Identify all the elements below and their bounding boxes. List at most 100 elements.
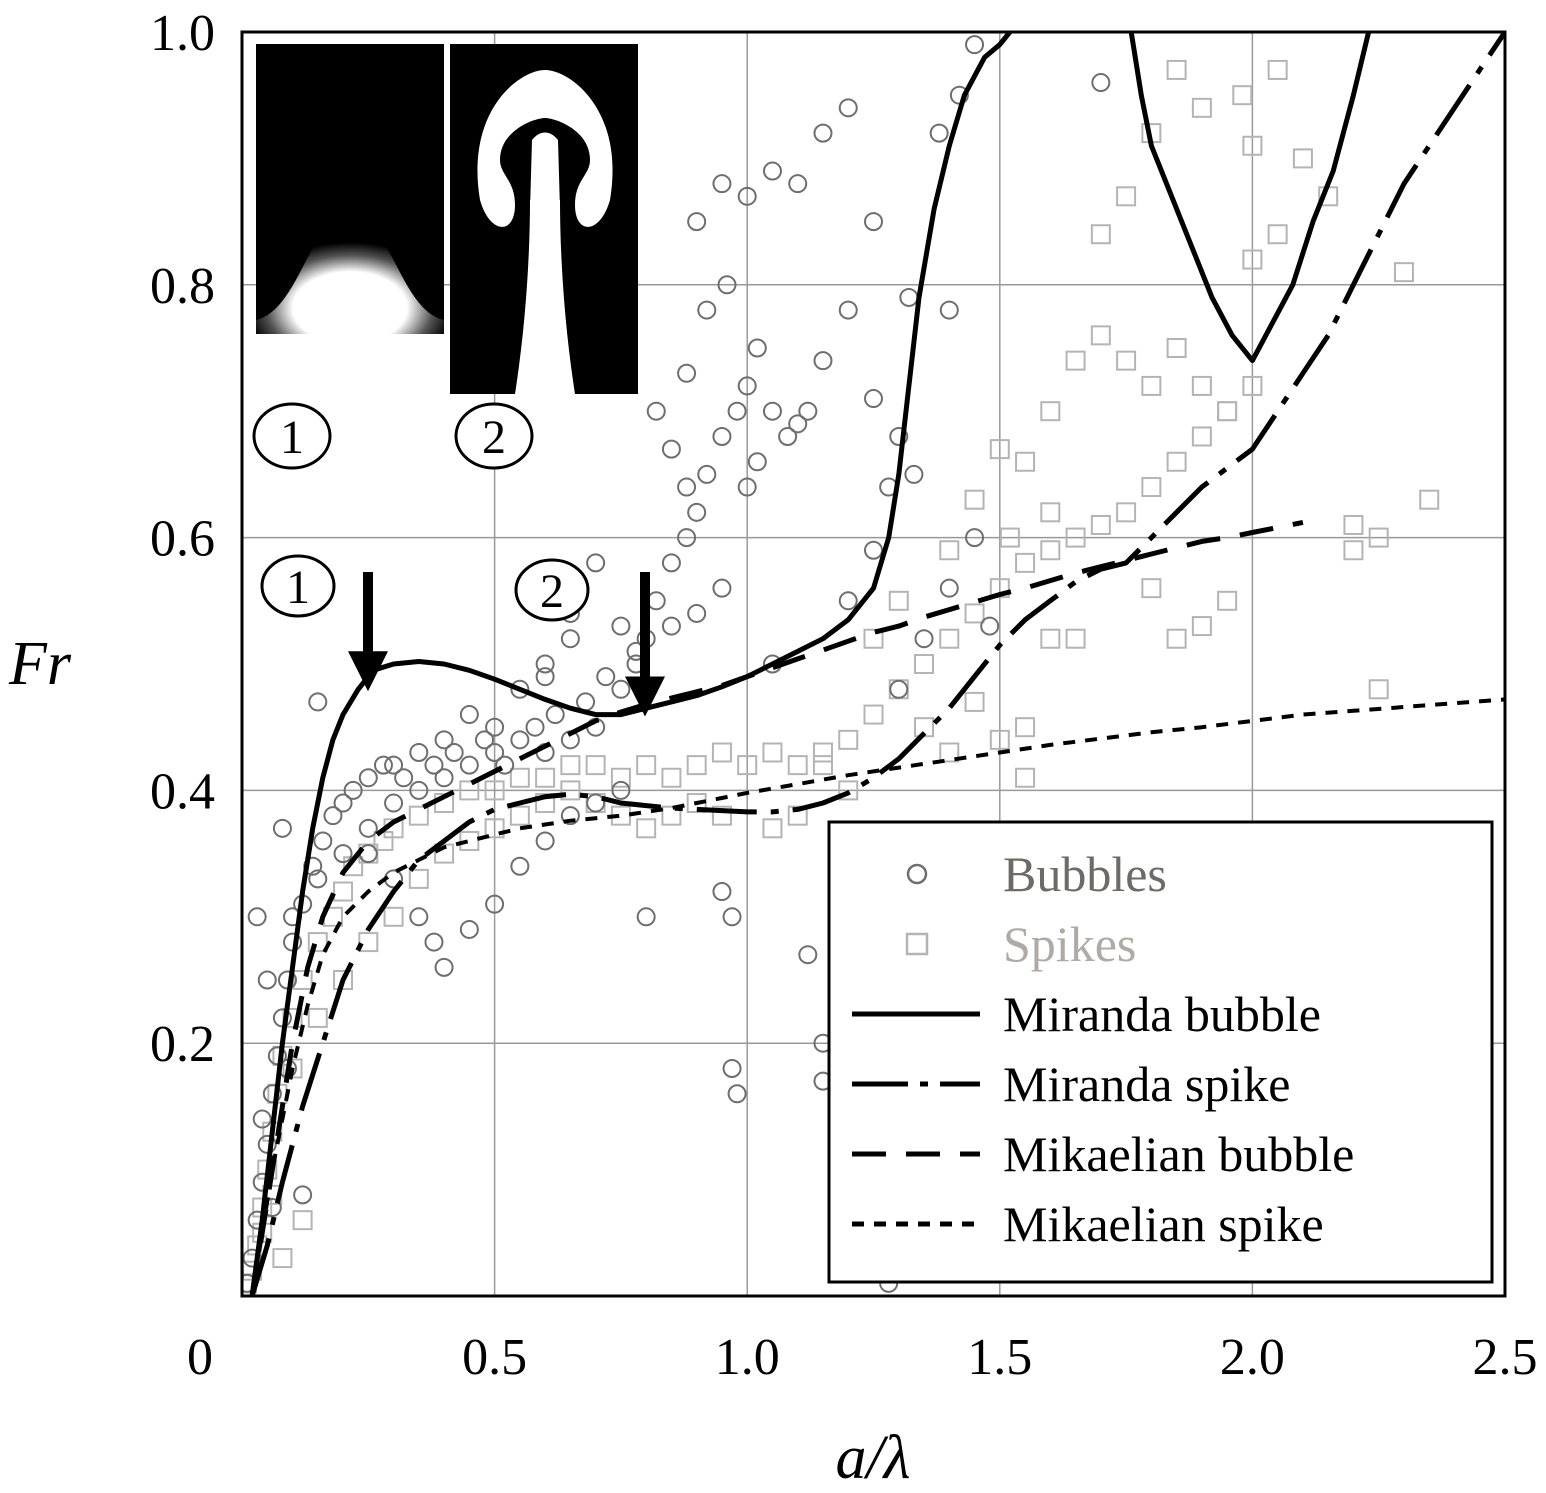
spike-point <box>1368 527 1389 548</box>
bubble-point <box>343 780 363 800</box>
bubble-point <box>576 692 596 712</box>
x-tick-label-3: 1.5 <box>967 1329 1032 1386</box>
bubble-point <box>838 591 858 611</box>
spike-point <box>1015 717 1036 738</box>
y-tick-label-4: 1.0 <box>150 5 215 62</box>
line-miranda-bubble-0 <box>249 32 1012 1296</box>
bubble-point <box>778 426 798 446</box>
bubble-point <box>510 730 530 750</box>
spike-point <box>1015 451 1036 472</box>
spike-point <box>737 755 758 776</box>
bubble-point <box>737 186 757 206</box>
spike-point <box>383 906 404 927</box>
annotation-arrow-head-1 <box>348 651 388 692</box>
spike-point <box>914 654 935 674</box>
spike-point <box>939 742 960 763</box>
spike-point <box>307 932 328 953</box>
spike-point <box>939 540 960 561</box>
bubble-point <box>661 553 681 573</box>
y-axis-label: Fr <box>8 630 72 698</box>
bubble-point <box>313 831 333 851</box>
legend-mikaelian-bubble-text: Mikaelian bubble <box>1003 1126 1354 1182</box>
spike-point <box>787 805 808 826</box>
spike-point <box>333 881 354 902</box>
spike-point <box>999 527 1020 548</box>
bubble-point <box>434 730 454 750</box>
inset-images <box>256 44 638 394</box>
bubble-point <box>687 603 707 623</box>
bubble-point <box>560 629 580 649</box>
bubble-point <box>394 768 414 788</box>
spike-point <box>560 780 581 801</box>
bubble-point <box>262 1084 282 1104</box>
spike-point <box>509 805 530 826</box>
bubble-point <box>525 717 545 737</box>
spike-point <box>1116 186 1137 207</box>
bubble-point <box>889 426 909 446</box>
bubble-point <box>485 717 505 737</box>
y-tick-label-0: 0.2 <box>150 1016 215 1073</box>
bubble-point <box>257 970 277 990</box>
legend-miranda-spike-text: Miranda spike <box>1003 1056 1290 1112</box>
legend-spikes-text: Spikes <box>1003 916 1136 972</box>
bubble-point <box>358 818 378 838</box>
spike-point <box>560 755 581 776</box>
spike-point <box>1242 135 1263 156</box>
spike-point <box>509 767 530 788</box>
legend-mikaelian-spike-text: Mikaelian spike <box>1003 1196 1324 1252</box>
spike-point <box>838 729 859 750</box>
spike-point <box>408 805 429 826</box>
spike-point <box>1292 148 1313 169</box>
spike-point <box>358 932 379 953</box>
bubble-point <box>409 907 429 927</box>
bubble-point <box>904 464 924 484</box>
spike-point <box>1191 97 1212 118</box>
bubble-point <box>485 894 505 914</box>
spike-point <box>787 755 808 776</box>
annotation-circle-2 <box>514 558 590 622</box>
spike-point <box>1116 502 1137 523</box>
bubble-point <box>510 856 530 876</box>
spike-point <box>1040 628 1061 649</box>
spike-point <box>333 970 354 990</box>
inset-circle-2 <box>454 402 534 470</box>
spike-point <box>1217 401 1238 422</box>
bubble-point <box>737 376 757 396</box>
bubble-point <box>611 679 631 699</box>
bubble-point <box>434 768 454 788</box>
annotation-label-1: 1 <box>286 561 310 614</box>
bubble-point <box>252 1109 272 1129</box>
x-tick-label-1: 0.5 <box>462 1329 527 1386</box>
bubble-point <box>712 174 732 194</box>
bubble-point <box>358 768 378 788</box>
spike-point <box>1242 249 1263 270</box>
spike-point <box>1166 338 1187 358</box>
bubble-point <box>980 616 1000 636</box>
bubble-point <box>747 338 767 358</box>
spike-point <box>964 603 985 624</box>
bubble-point <box>914 629 934 649</box>
bubble-point <box>545 705 565 725</box>
bubble-point <box>646 591 666 611</box>
bubble-point <box>646 401 666 421</box>
x-tick-label-0: 0 <box>187 1329 213 1386</box>
spike-point <box>1090 224 1111 245</box>
spike-point <box>661 805 682 826</box>
bubble-point <box>384 793 404 813</box>
spike-point <box>1191 426 1212 447</box>
spike-point <box>812 755 833 776</box>
spike-point <box>307 1007 328 1028</box>
spike-point <box>1232 85 1253 106</box>
bubble-point <box>308 692 328 712</box>
line-miranda-bubble-1 <box>1128 32 1372 364</box>
spike-point <box>1015 552 1036 573</box>
x-tick-label-4: 2.0 <box>1220 1329 1285 1386</box>
bubble-point <box>510 679 530 699</box>
bubble-point <box>358 844 378 864</box>
tick-labels: 0 0.5 1.0 1.5 2.0 2.5 0.2 0.4 0.6 0.8 1.0 <box>150 5 1538 1386</box>
bubble-point <box>712 578 732 598</box>
spike-point <box>762 818 783 839</box>
y-tick-label-2: 0.6 <box>150 511 215 568</box>
annotation-label-2: 2 <box>540 565 564 618</box>
spike-point <box>1015 767 1036 788</box>
